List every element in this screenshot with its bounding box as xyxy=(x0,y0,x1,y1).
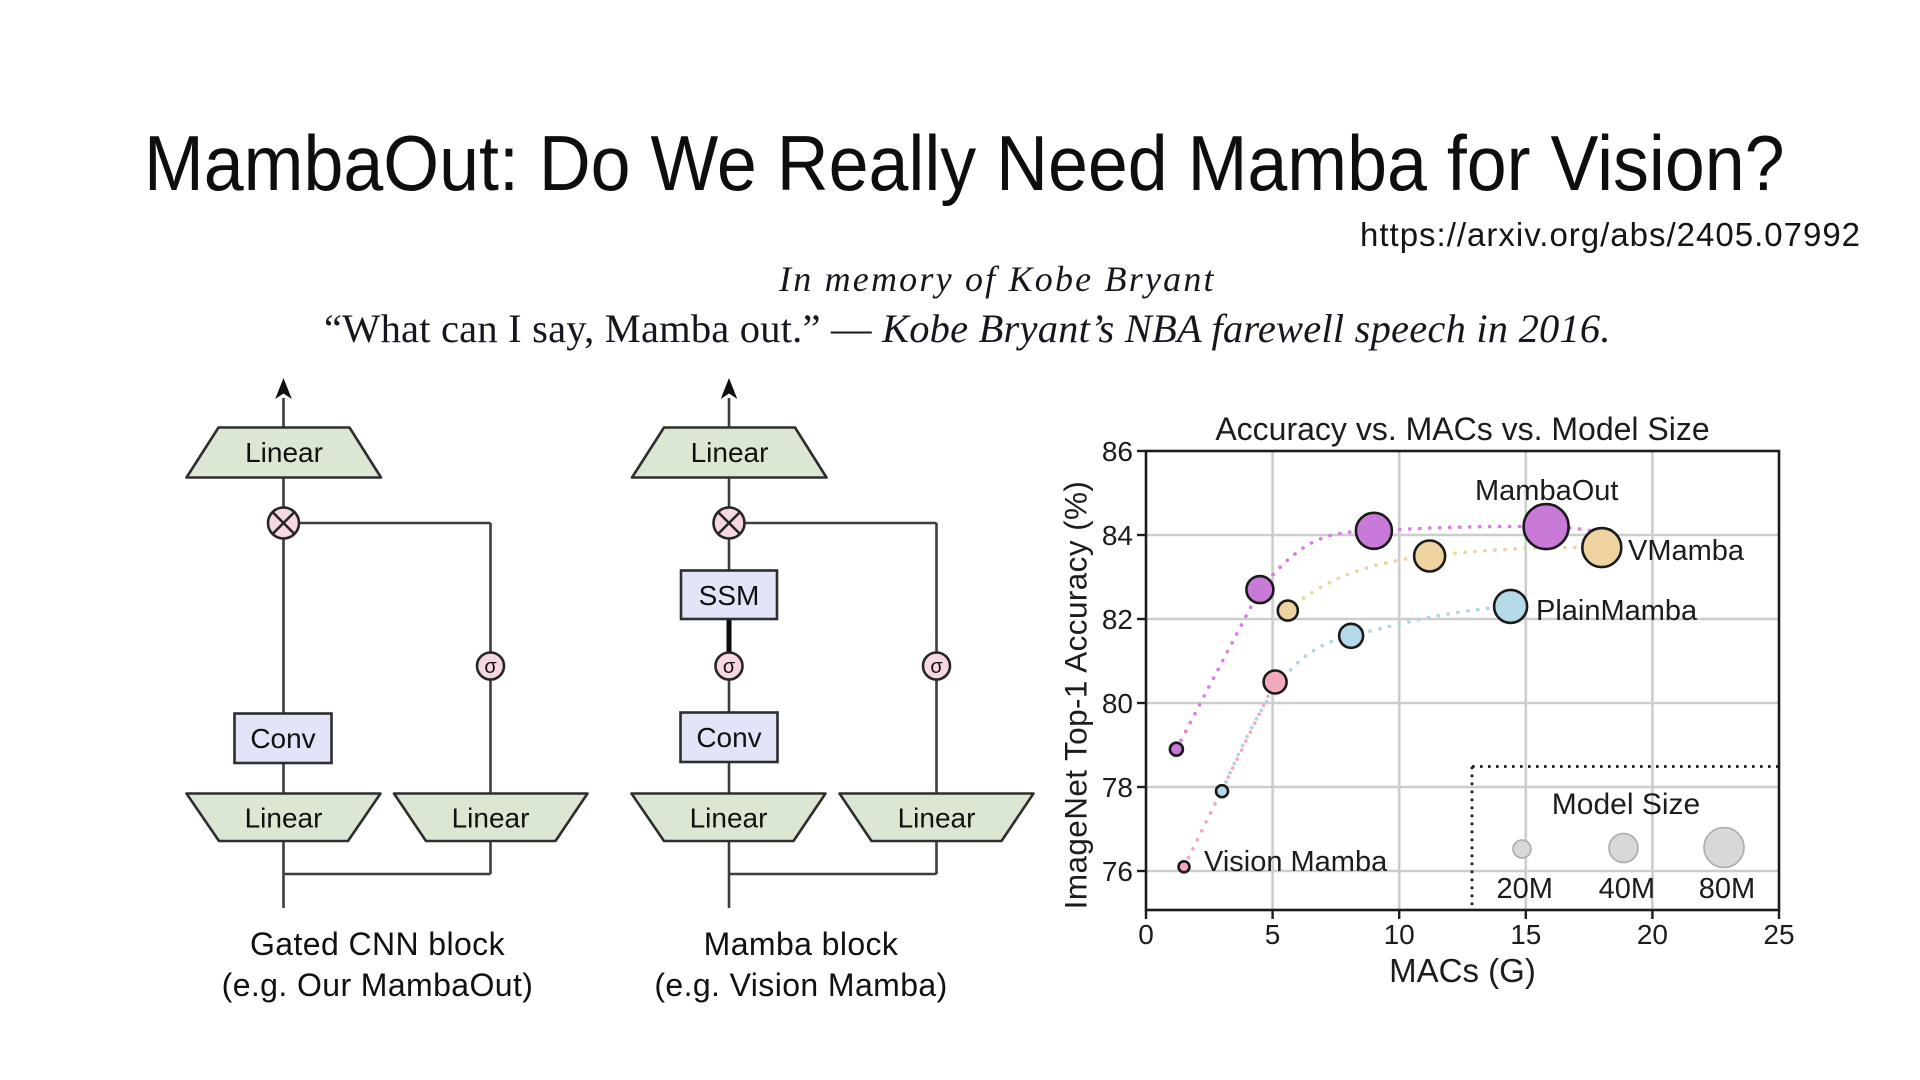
svg-text:Linear: Linear xyxy=(452,803,530,834)
svg-text:80M: 80M xyxy=(1699,873,1755,905)
svg-text:MACs (G): MACs (G) xyxy=(1389,952,1536,989)
svg-text:Mamba block: Mamba block xyxy=(704,926,899,962)
svg-text:σ: σ xyxy=(484,656,497,678)
svg-text:(e.g. Vision Mamba): (e.g. Vision Mamba) xyxy=(654,967,947,1003)
svg-text:25: 25 xyxy=(1763,919,1794,950)
svg-text:10: 10 xyxy=(1384,919,1415,950)
svg-text:VMamba: VMamba xyxy=(1628,535,1745,567)
svg-text:82: 82 xyxy=(1102,604,1133,635)
svg-text:Accuracy vs. MACs vs. Model Si: Accuracy vs. MACs vs. Model Size xyxy=(1215,411,1709,447)
svg-text:86: 86 xyxy=(1102,436,1133,467)
svg-text:40M: 40M xyxy=(1599,873,1655,905)
svg-text:78: 78 xyxy=(1102,772,1133,803)
svg-text:σ: σ xyxy=(930,656,943,678)
svg-text:Gated CNN block: Gated CNN block xyxy=(250,926,506,962)
svg-text:PlainMamba: PlainMamba xyxy=(1536,595,1698,627)
svg-text:20: 20 xyxy=(1637,919,1668,950)
svg-text:(e.g. Our MambaOut): (e.g. Our MambaOut) xyxy=(222,967,534,1003)
svg-text:0: 0 xyxy=(1138,919,1154,950)
svg-text:Linear: Linear xyxy=(898,803,976,834)
svg-text:SSM: SSM xyxy=(699,580,760,611)
svg-text:84: 84 xyxy=(1102,520,1133,551)
svg-text:Model Size: Model Size xyxy=(1552,788,1700,821)
svg-text:15: 15 xyxy=(1510,919,1541,950)
svg-text:Linear: Linear xyxy=(691,437,769,468)
svg-text:Linear: Linear xyxy=(245,803,323,834)
svg-text:ImageNet Top-1 Accuracy (%): ImageNet Top-1 Accuracy (%) xyxy=(1058,481,1094,910)
svg-text:MambaOut: MambaOut xyxy=(1475,475,1618,507)
svg-text:Conv: Conv xyxy=(696,722,761,753)
svg-text:Linear: Linear xyxy=(245,437,323,468)
svg-text:80: 80 xyxy=(1102,688,1133,719)
svg-text:Vision Mamba: Vision Mamba xyxy=(1204,846,1388,878)
svg-text:5: 5 xyxy=(1265,919,1281,950)
svg-text:Linear: Linear xyxy=(690,803,768,834)
svg-text:76: 76 xyxy=(1102,856,1133,887)
svg-text:Conv: Conv xyxy=(250,723,315,754)
svg-text:σ: σ xyxy=(723,656,736,678)
svg-text:20M: 20M xyxy=(1496,873,1552,905)
